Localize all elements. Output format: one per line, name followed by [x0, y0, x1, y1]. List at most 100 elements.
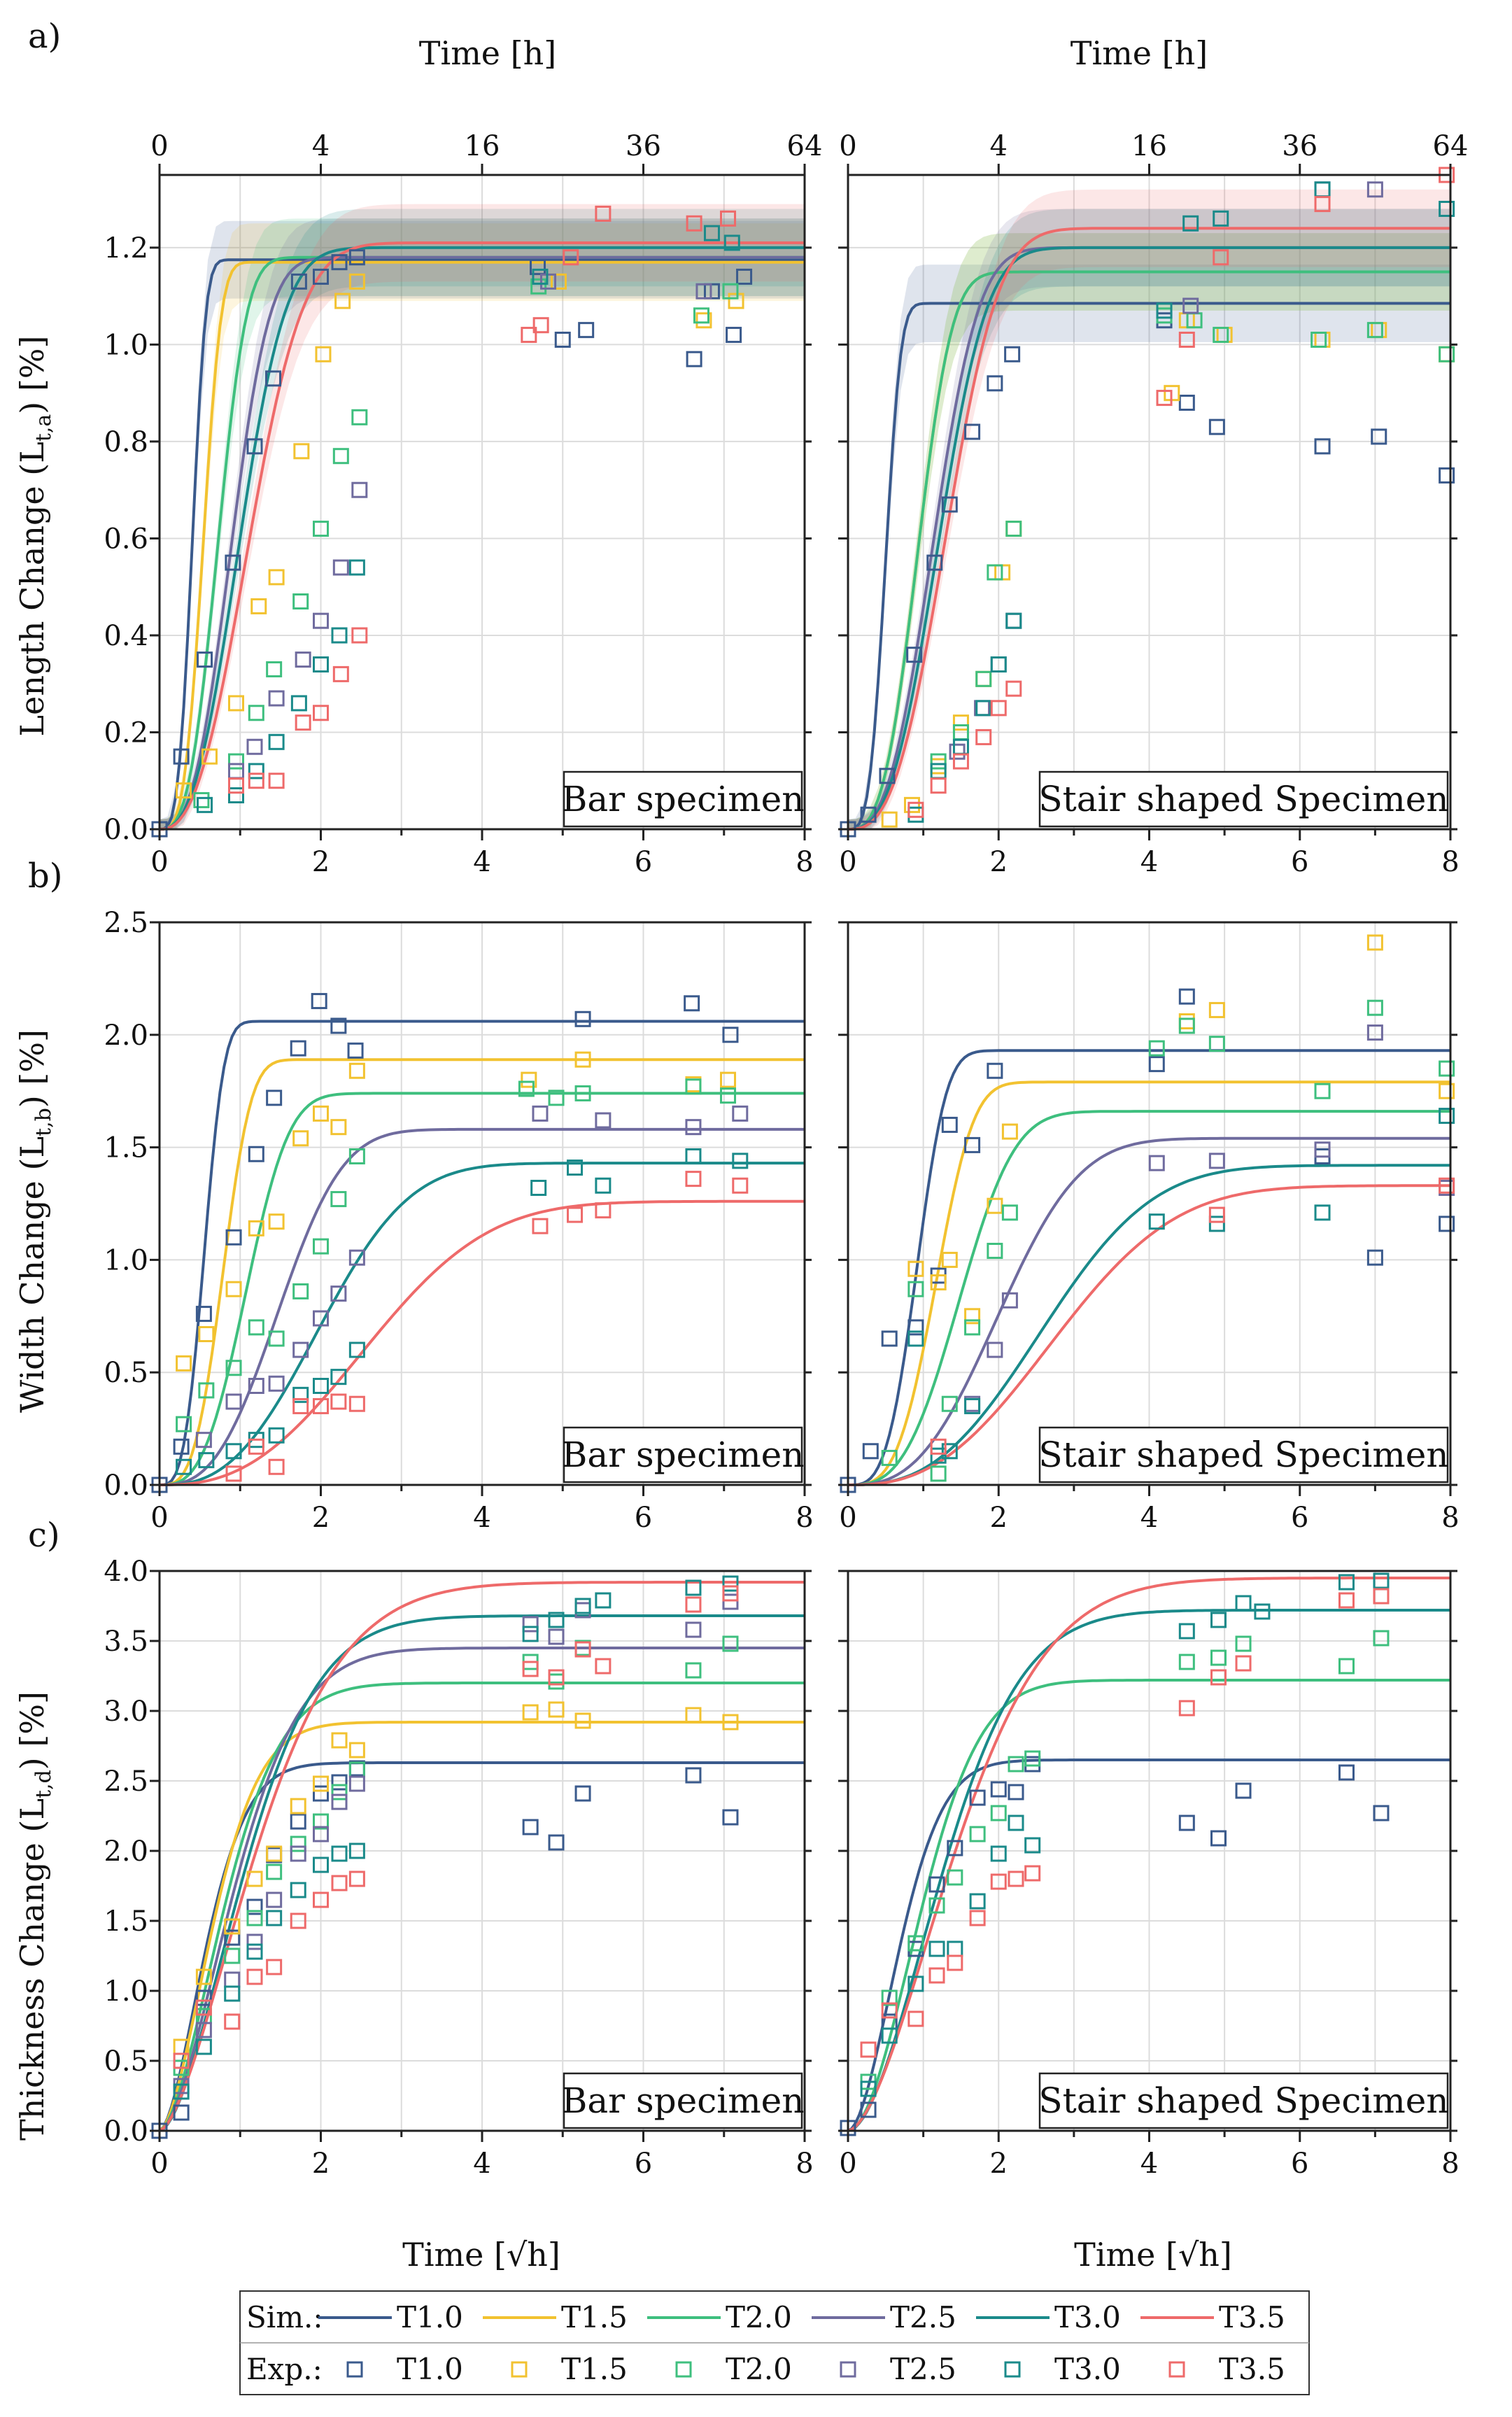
- legend-sim-label: T3.5: [1219, 2300, 1285, 2334]
- exp-point-T1.0: [879, 768, 896, 784]
- panel-c-label: c): [28, 1516, 60, 1555]
- exp-point-T2.5: [290, 1845, 306, 1862]
- exp-point-T2.5: [348, 1249, 365, 1266]
- exp-point-T1.0: [225, 1229, 242, 1246]
- xtick-label: 6: [635, 1502, 652, 1534]
- exp-point-T1.0: [290, 1813, 306, 1830]
- sim-line-T2.0: [847, 1679, 1450, 2132]
- exp-point-T1.5: [292, 1130, 309, 1147]
- exp-point-T3.0: [313, 656, 329, 673]
- exp-point-T3.0: [1024, 1837, 1041, 1854]
- panel-b-ylabel-sub: t,b: [31, 1108, 56, 1136]
- exp-point-T1.5: [685, 1707, 702, 1724]
- panel-2-subplot-0: 0 2 4 6 8 Bar specimen: [150, 1570, 814, 2180]
- xtick-label: 4: [1140, 2148, 1158, 2180]
- legend-exp-label: T3.0: [1054, 2352, 1121, 2386]
- exp-point-T3.0: [522, 1626, 539, 1642]
- legend-exp-title: Exp.:: [246, 2352, 323, 2386]
- exp-point-T3.0: [964, 1397, 981, 1414]
- exp-point-T3.0: [1373, 1572, 1390, 1589]
- xtick-label: 0: [150, 1502, 168, 1534]
- exp-point-T2.5: [266, 1891, 283, 1908]
- exp-point-T3.5: [1178, 331, 1195, 348]
- exp-point-T2.5: [522, 1616, 539, 1633]
- exp-point-T3.5: [1008, 1870, 1024, 1887]
- exp-point-T3.5: [907, 2010, 924, 2027]
- exp-point-T2.0: [964, 1319, 981, 1336]
- exp-point-T1.5: [198, 1326, 215, 1343]
- exp-point-T3.0: [930, 1447, 947, 1464]
- exp-point-T1.5: [987, 1197, 1003, 1214]
- exp-point-T3.5: [248, 773, 264, 789]
- exp-point-T1.0: [290, 1040, 306, 1057]
- exp-point-T3.0: [567, 1160, 584, 1176]
- top-tick-label: 4: [312, 130, 330, 162]
- exp-point-T1.5: [334, 293, 351, 309]
- exp-point-T2.0: [1310, 331, 1327, 348]
- sim-line-T2.5: [159, 255, 805, 831]
- exp-point-T1.0: [1373, 1805, 1390, 1821]
- exp-point-T3.5: [1338, 1592, 1355, 1609]
- exp-point-T2.5: [225, 1393, 242, 1410]
- sim-line-T3.0: [848, 1164, 1450, 1486]
- exp-point-T3.0: [331, 627, 348, 644]
- exp-point-T3.0: [1178, 1623, 1195, 1640]
- exp-point-T1.5: [521, 1071, 537, 1088]
- exp-point-T3.5: [685, 1171, 702, 1188]
- legend-sim-label: T1.5: [561, 2300, 628, 2334]
- exp-point-T2.0: [313, 521, 329, 537]
- ytick-label: 2.5: [104, 1766, 148, 1798]
- exp-point-T1.0: [1439, 467, 1455, 484]
- sim-line-T1.0: [159, 1020, 805, 1486]
- exp-point-T2.0: [987, 564, 1003, 581]
- exp-point-T3.5: [595, 205, 612, 222]
- exp-point-T3.0: [860, 2080, 877, 2097]
- ytick-label: 0.0: [104, 814, 148, 846]
- exp-point-T2.0: [1366, 322, 1383, 339]
- exp-point-T1.5: [201, 748, 218, 765]
- exp-point-T3.5: [521, 327, 537, 344]
- exp-point-T2.0: [224, 1947, 241, 1964]
- legend-exp-marker-T1.0: [346, 2361, 363, 2378]
- exp-point-T2.5: [268, 690, 285, 707]
- exp-point-T1.0: [246, 1898, 263, 1915]
- exp-point-T3.5: [292, 1397, 309, 1414]
- exp-point-T3.0: [548, 1612, 565, 1628]
- exp-point-T1.0: [1338, 1764, 1355, 1781]
- exp-point-T3.5: [720, 210, 737, 227]
- xtick-label: 4: [473, 1502, 490, 1534]
- exp-point-T2.0: [987, 1243, 1003, 1260]
- exp-point-T1.5: [695, 312, 712, 329]
- exp-point-T1.0: [1210, 1830, 1227, 1847]
- xtick-label: 4: [473, 2148, 490, 2180]
- exp-point-T3.5: [952, 753, 969, 770]
- exp-point-T3.0: [290, 695, 307, 712]
- exp-point-T2.0: [351, 409, 368, 425]
- exp-point-T3.0: [941, 1443, 958, 1460]
- exp-point-T2.0: [930, 753, 947, 770]
- exp-point-T2.5: [351, 481, 368, 498]
- legend-sim-label: T3.0: [1054, 2300, 1121, 2334]
- exp-point-T2.5: [313, 1826, 329, 1842]
- exp-point-T3.5: [686, 215, 702, 232]
- exp-point-T3.0: [266, 1910, 283, 1926]
- exp-point-T1.0: [1178, 988, 1195, 1005]
- exp-point-T3.5: [195, 1999, 212, 2016]
- exp-point-T1.0: [941, 496, 958, 513]
- exp-point-T3.5: [1178, 1700, 1195, 1717]
- legend-exp-marker-T1.5: [511, 2361, 528, 2378]
- exp-point-T3.5: [1156, 390, 1173, 407]
- exp-point-T3.0: [532, 268, 549, 285]
- exp-point-T1.5: [952, 714, 969, 731]
- exp-point-T3.5: [1373, 1588, 1390, 1605]
- exp-point-T3.5: [331, 1875, 348, 1891]
- sim-line-T3.5: [160, 1199, 805, 1486]
- exp-point-T2.5: [685, 1621, 702, 1638]
- sim-line-T2.0: [848, 1110, 1450, 1486]
- legend-exp-label: T1.0: [397, 2352, 463, 2386]
- exp-point-T2.5: [695, 283, 712, 300]
- exp-point-T3.5: [722, 1585, 739, 1602]
- exp-point-T3.0: [1156, 302, 1173, 319]
- exp-point-T3.0: [198, 1452, 215, 1469]
- exp-point-T2.5: [246, 738, 263, 755]
